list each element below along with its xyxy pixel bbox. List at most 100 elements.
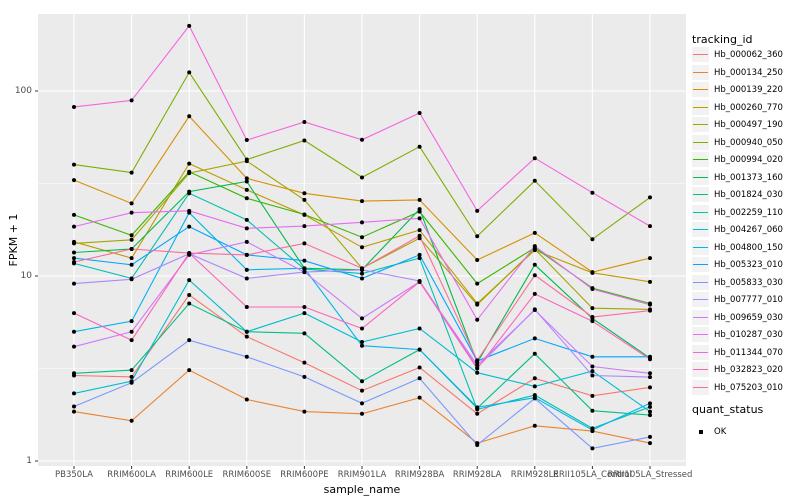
- data-point: [187, 278, 192, 283]
- legend-key: [692, 327, 709, 342]
- data-point: [302, 311, 307, 316]
- data-point: [244, 226, 249, 231]
- legend-entry-label: Hb_000134_250: [714, 67, 783, 78]
- data-point: [244, 334, 249, 339]
- data-point: [590, 319, 595, 324]
- legend-key: [692, 187, 709, 202]
- data-point: [302, 119, 307, 124]
- data-point: [417, 395, 422, 400]
- data-point: [475, 370, 480, 375]
- x-tick-label-RRII105LA_Control: RRII105LA_Control: [553, 470, 632, 480]
- data-point: [648, 404, 652, 409]
- data-point: [244, 196, 249, 201]
- data-point: [417, 233, 422, 238]
- legend-entry-label: Hb_001824_030: [714, 190, 783, 200]
- data-point: [187, 70, 192, 75]
- data-point: [590, 428, 595, 433]
- data-point: [475, 281, 480, 286]
- data-point: [590, 315, 595, 320]
- data-point: [532, 376, 537, 381]
- data-point: [244, 397, 249, 402]
- data-point: [417, 256, 422, 261]
- legend-key: [692, 117, 709, 132]
- data-point: [302, 138, 307, 143]
- data-point: [648, 302, 652, 307]
- legend-key: [692, 292, 709, 307]
- data-point: [590, 408, 595, 413]
- data-point: [648, 357, 652, 362]
- data-point: [129, 329, 134, 334]
- line-key-icon: [693, 316, 708, 318]
- data-point: [302, 409, 307, 414]
- data-point: [475, 405, 480, 410]
- data-point: [590, 270, 595, 275]
- data-point: [475, 363, 480, 368]
- data-point: [302, 224, 307, 229]
- data-point: [72, 371, 76, 376]
- legend-title-quant-status: quant_status: [692, 403, 764, 416]
- data-point: [360, 411, 364, 416]
- data-point: [302, 266, 307, 271]
- data-point: [532, 351, 537, 356]
- data-point: [129, 374, 134, 379]
- data-point: [475, 302, 480, 307]
- legend-key: [692, 64, 709, 80]
- x-tick-label-RRII105LA_Stressed: RRII105LA_Stressed: [607, 470, 693, 480]
- data-point: [244, 329, 249, 334]
- data-point: [417, 347, 422, 352]
- data-point: [302, 304, 307, 309]
- legend-entry-label: Hb_004800_150: [714, 242, 783, 253]
- data-point: [244, 217, 249, 222]
- data-point: [72, 256, 76, 261]
- data-point: [417, 228, 422, 233]
- data-point: [302, 331, 307, 336]
- y-tick-label-10: 10: [20, 270, 32, 281]
- data-point: [360, 235, 364, 240]
- data-point: [72, 178, 76, 183]
- x-tick-label-PB350LA: PB350LA: [55, 470, 93, 480]
- data-point: [72, 344, 76, 349]
- data-point: [590, 364, 595, 369]
- data-point: [475, 317, 480, 322]
- legend-entry-label: Hb_032823_020: [714, 365, 783, 375]
- data-point: [360, 137, 364, 142]
- data-point: [187, 169, 192, 174]
- data-point: [648, 256, 652, 261]
- data-point: [590, 393, 595, 398]
- data-point: [590, 369, 595, 374]
- data-point: [187, 368, 192, 373]
- data-point: [72, 104, 76, 109]
- data-point: [590, 354, 595, 359]
- legend-entry-label: Hb_000062_360: [714, 50, 783, 60]
- data-point: [302, 241, 307, 246]
- data-point: [532, 384, 537, 389]
- y-tick-label-1: 1: [26, 455, 32, 466]
- data-point: [360, 276, 364, 281]
- data-point: [72, 241, 76, 246]
- data-point: [72, 391, 76, 396]
- legend-entry-label: Hb_011344_070: [714, 347, 783, 358]
- data-point: [648, 195, 652, 200]
- legend-entry-label: Hb_000994_020: [714, 155, 783, 165]
- data-point: [648, 375, 652, 380]
- legend-key: [692, 257, 709, 272]
- x-tick-label-RRIM928LA: RRIM928LA: [452, 470, 502, 480]
- data-point: [475, 358, 480, 363]
- line-key-icon: [693, 246, 708, 248]
- data-point: [532, 336, 537, 341]
- legend-key: [692, 274, 709, 290]
- legend-entry-label: Hb_004267_060: [714, 225, 783, 235]
- data-point: [360, 339, 364, 344]
- data-point: [648, 385, 652, 390]
- data-point: [532, 307, 537, 312]
- data-point: [72, 311, 76, 316]
- data-point: [72, 329, 76, 334]
- legend-key: [692, 344, 709, 360]
- data-point: [532, 423, 537, 428]
- point-key-icon: [699, 430, 703, 434]
- line-key-icon: [693, 281, 708, 283]
- data-point: [187, 23, 192, 28]
- legend-key: [692, 82, 709, 97]
